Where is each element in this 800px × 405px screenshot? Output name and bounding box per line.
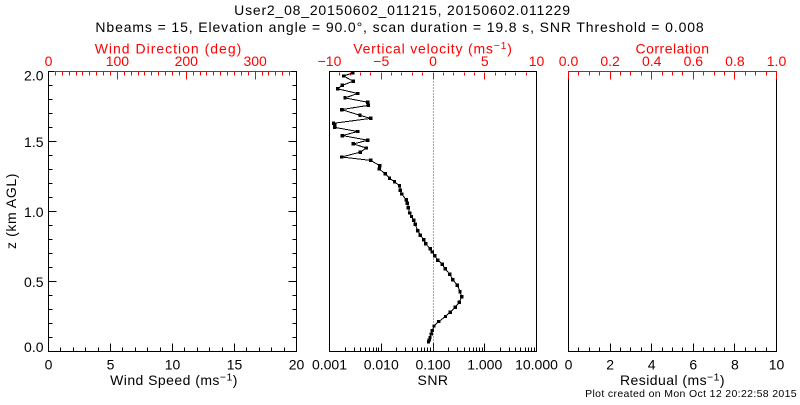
svg-text:1.0: 1.0 [24,204,44,220]
svg-text:0.4: 0.4 [642,53,662,69]
svg-text:5: 5 [107,357,115,373]
svg-text:1.5: 1.5 [24,134,44,150]
svg-text:Residual (ms−1): Residual (ms−1) [620,372,725,389]
svg-text:0.5: 0.5 [24,274,44,290]
svg-text:100: 100 [106,53,130,69]
svg-text:Plot created on Mon Oct 12 20:: Plot created on Mon Oct 12 20:22:58 2015 [585,388,797,400]
svg-text:Nbeams = 15, Elevation angle =: Nbeams = 15, Elevation angle = 90.0°, sc… [95,19,704,35]
svg-text:Vertical velocity (ms−1): Vertical velocity (ms−1) [353,40,513,57]
svg-text:300: 300 [243,53,267,69]
svg-text:6: 6 [689,357,697,373]
svg-text:10.000: 10.000 [515,357,558,373]
svg-text:0: 0 [45,357,53,373]
svg-text:1.000: 1.000 [467,357,502,373]
svg-text:0.0: 0.0 [559,53,579,69]
svg-text:0.8: 0.8 [725,53,745,69]
svg-text:2: 2 [606,357,614,373]
svg-text:−5: −5 [373,53,389,69]
svg-text:1.0: 1.0 [767,53,787,69]
svg-text:Wind Direction (deg): Wind Direction (deg) [95,41,243,57]
svg-text:Wind Speed (ms−1): Wind Speed (ms−1) [110,372,238,389]
svg-text:20: 20 [289,357,305,373]
svg-text:0.100: 0.100 [415,357,450,373]
svg-text:Correlation: Correlation [636,41,710,57]
svg-text:0: 0 [565,357,573,373]
svg-text:SNR: SNR [418,372,449,388]
svg-text:200: 200 [175,53,199,69]
svg-text:0: 0 [429,53,437,69]
svg-text:z (km AGL): z (km AGL) [3,173,19,249]
svg-text:0.010: 0.010 [364,357,399,373]
svg-text:0.0: 0.0 [24,339,44,355]
svg-text:2.0: 2.0 [24,67,44,83]
svg-text:10: 10 [769,357,785,373]
svg-text:0.2: 0.2 [600,53,620,69]
svg-text:10: 10 [529,53,545,69]
svg-text:User2_08_20150602_011215, 2015: User2_08_20150602_011215, 20150602.01122… [234,2,571,18]
svg-text:0.6: 0.6 [684,53,704,69]
svg-text:4: 4 [648,357,656,373]
svg-text:0: 0 [45,53,53,69]
svg-text:15: 15 [227,357,243,373]
svg-text:8: 8 [731,357,739,373]
svg-text:5: 5 [481,53,489,69]
svg-text:10: 10 [165,357,181,373]
svg-text:0.001: 0.001 [312,357,347,373]
svg-text:−10: −10 [318,53,342,69]
